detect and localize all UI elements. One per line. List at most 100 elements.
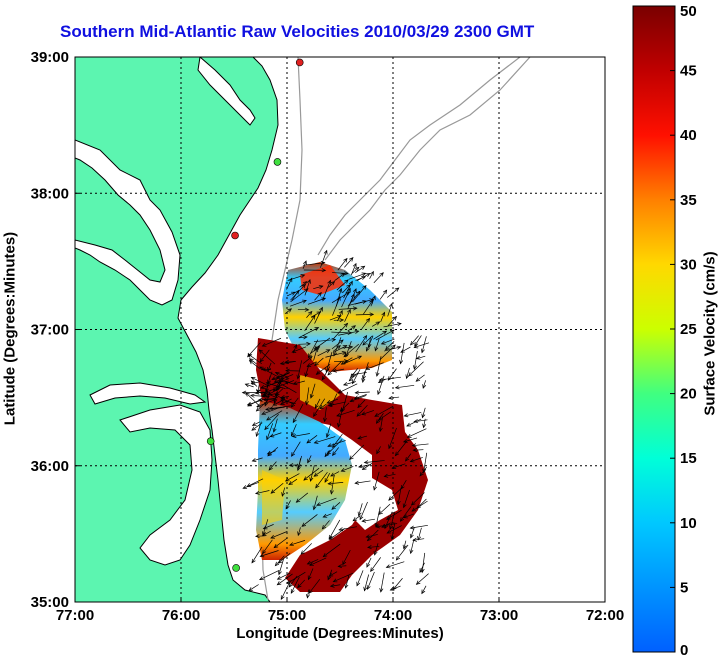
- velocity-arrow: [262, 519, 269, 536]
- velocity-arrow: [377, 375, 385, 395]
- velocity-arrow: [313, 285, 323, 290]
- velocity-arrowhead: [352, 306, 358, 311]
- velocity-arrowhead: [307, 353, 312, 359]
- velocity-arrowhead: [308, 310, 313, 316]
- velocity-arrow: [423, 452, 428, 473]
- velocity-arrowhead: [274, 371, 280, 376]
- velocity-arrowhead: [405, 456, 410, 462]
- velocity-arrow: [314, 307, 323, 324]
- velocity-arrowhead: [255, 407, 261, 412]
- velocity-arrowhead: [279, 401, 285, 405]
- velocity-arrow: [292, 404, 304, 423]
- velocity-arrow: [290, 284, 306, 301]
- station-marker: [206, 437, 215, 446]
- velocity-arrowhead: [300, 274, 306, 279]
- velocity-arrowhead: [276, 575, 282, 580]
- velocity-arrowhead: [241, 390, 247, 395]
- velocity-arrowhead: [328, 535, 334, 540]
- velocity-arrowhead: [343, 352, 348, 358]
- velocity-arrowhead: [248, 358, 254, 363]
- velocity-arrowhead: [327, 481, 333, 486]
- velocity-arrowhead: [247, 353, 253, 358]
- velocity-arrow: [277, 573, 293, 586]
- velocity-arrowhead: [400, 348, 405, 353]
- velocity-arrow: [350, 368, 359, 378]
- velocity-arrowhead: [279, 361, 285, 366]
- colorbar-tick-label: 30: [680, 256, 697, 273]
- velocity-arrow: [406, 418, 422, 427]
- x-tick-label: 72:00: [586, 607, 624, 624]
- velocity-arrow: [419, 466, 427, 477]
- velocity-arrow: [266, 410, 283, 421]
- velocity-arrow: [272, 400, 282, 406]
- velocity-arrow: [314, 357, 324, 366]
- velocity-arrow: [344, 257, 354, 268]
- velocity-arrow: [422, 380, 426, 389]
- velocity-arrowhead: [349, 257, 354, 262]
- velocity-arrowhead: [297, 531, 302, 537]
- velocity-arrowhead: [314, 361, 319, 367]
- velocity-arrowhead: [321, 297, 327, 302]
- velocity-arrow: [336, 279, 349, 291]
- velocity-arrowhead: [370, 567, 375, 572]
- velocity-arrow: [411, 500, 428, 512]
- colorbar-tick-label: 10: [680, 515, 697, 532]
- velocity-arrowhead: [347, 308, 351, 314]
- velocity-arrowhead: [250, 393, 255, 398]
- velocity-arrowhead: [377, 416, 383, 421]
- velocity-arrow: [386, 509, 402, 520]
- velocity-arrow: [368, 336, 371, 348]
- velocity-arrowhead: [291, 349, 297, 353]
- velocity-arrowhead: [389, 329, 395, 334]
- velocity-arrow: [280, 397, 294, 405]
- velocity-arrowhead: [311, 314, 316, 320]
- velocity-arrowhead: [332, 578, 338, 583]
- velocity-arrow: [338, 565, 347, 567]
- velocity-arrowhead: [301, 283, 306, 289]
- velocity-arrow: [375, 329, 395, 341]
- y-tick-label: 37:00: [31, 322, 69, 339]
- velocity-arrow: [361, 410, 375, 415]
- velocity-arrowhead: [280, 397, 285, 402]
- velocity-arrowhead: [361, 378, 366, 383]
- velocity-arrowhead: [379, 272, 384, 277]
- velocity-arrow: [410, 524, 428, 529]
- velocity-arrowhead: [313, 412, 318, 418]
- x-tick-label: 77:00: [56, 607, 94, 624]
- velocity-arrowhead: [289, 542, 294, 547]
- velocity-arrow: [352, 515, 361, 522]
- velocity-arrow: [250, 395, 270, 398]
- velocity-arrowhead: [292, 418, 297, 424]
- velocity-arrow: [387, 316, 397, 327]
- velocity-arrowhead: [386, 529, 392, 534]
- velocity-arrowhead: [352, 262, 357, 268]
- velocity-arrowhead: [300, 550, 305, 555]
- velocity-arrowhead: [412, 365, 417, 370]
- velocity-arrow: [412, 443, 429, 447]
- colorbar-tick-label: 25: [680, 321, 697, 338]
- velocity-arrow: [307, 559, 319, 565]
- velocity-arrowhead: [354, 480, 360, 485]
- velocity-arrowhead: [417, 535, 422, 541]
- velocity-arrowhead: [409, 533, 414, 539]
- station-marker: [295, 58, 304, 67]
- albemarle-sound: [89, 382, 207, 405]
- chart-title: Southern Mid-Atlantic Raw Velocities 201…: [60, 22, 535, 41]
- velocity-arrowhead: [383, 289, 388, 295]
- velocity-arrowhead: [375, 524, 380, 529]
- velocity-arrow: [248, 584, 259, 591]
- velocity-arrowhead: [255, 432, 260, 437]
- velocity-arrow: [355, 276, 366, 281]
- velocity-arrow: [262, 539, 273, 554]
- velocity-arrow: [338, 383, 358, 394]
- velocity-arrowhead: [332, 451, 337, 457]
- velocity-arrowhead: [381, 311, 386, 317]
- velocity-arrow: [245, 392, 261, 407]
- velocity-arrowhead: [357, 403, 362, 409]
- velocity-arrow: [423, 418, 426, 428]
- velocity-arrowhead: [399, 359, 404, 365]
- velocity-arrowhead: [366, 562, 371, 568]
- velocity-arrow: [247, 353, 262, 365]
- velocity-arrowhead: [302, 260, 307, 266]
- velocity-arrow: [265, 406, 285, 410]
